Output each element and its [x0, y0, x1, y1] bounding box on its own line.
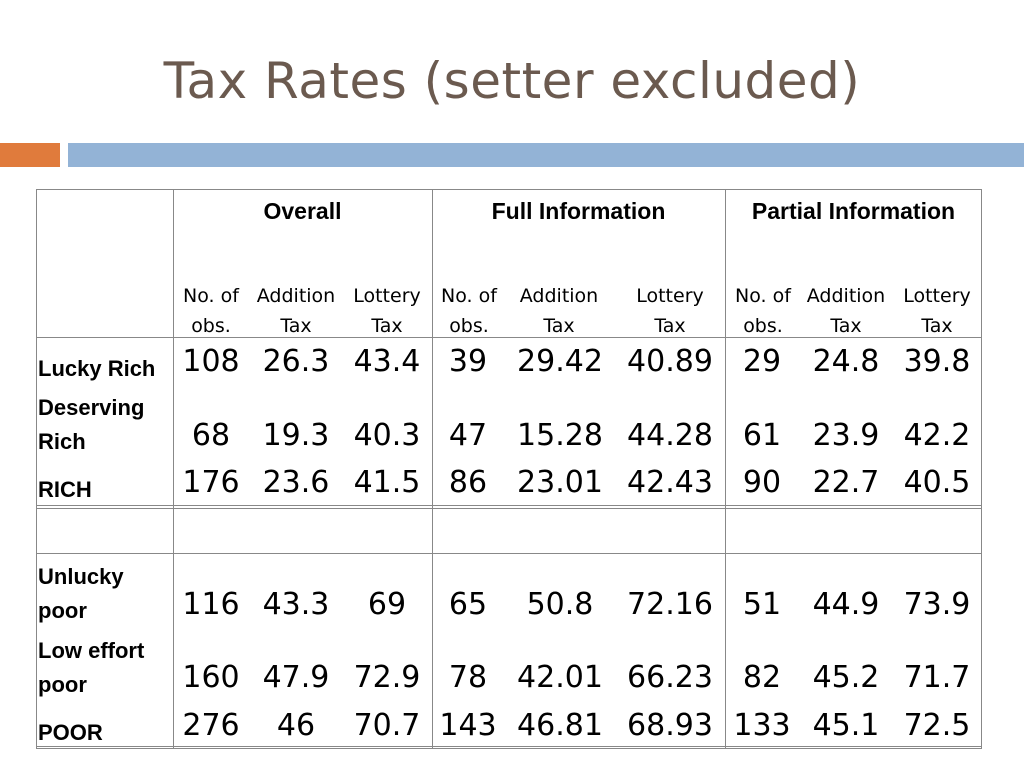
grid-line	[36, 508, 982, 509]
subheader-full-lottery: Lottery Tax	[636, 285, 704, 337]
subheader-overall-obs: No. of obs.	[183, 285, 239, 337]
table-cell: 72.9	[353, 660, 421, 695]
table-cell: 46.81	[517, 708, 603, 743]
table-cell: 65	[448, 587, 488, 622]
subheader-partial-addition: Addition Tax	[806, 285, 886, 337]
grid-line	[36, 746, 982, 747]
table-cell: 116	[182, 587, 240, 622]
table-cell: 68	[191, 418, 231, 453]
table-cell: 24.8	[812, 344, 880, 379]
row-label-poor-cont: poor	[38, 598, 87, 623]
row-label-poor-cont: poor	[38, 672, 87, 697]
table-cell: 42.43	[627, 465, 713, 500]
table-cell: 72.5	[903, 708, 971, 743]
table-cell: 68.93	[627, 708, 713, 743]
grid-line	[725, 189, 726, 749]
row-label-lucky-rich: Lucky Rich	[38, 356, 156, 381]
table-cell: 45.2	[812, 660, 880, 695]
table-cell: 66.23	[627, 660, 713, 695]
row-label-poor: POOR	[38, 720, 103, 745]
group-header-overall: Overall	[263, 198, 342, 224]
table-cell: 23.9	[812, 418, 880, 453]
table-cell: 23.01	[517, 465, 603, 500]
table-cell: 40.3	[353, 418, 421, 453]
table-cell: 40.89	[627, 344, 713, 379]
grid-line	[173, 189, 174, 749]
table-cell: 143	[439, 708, 497, 743]
grid-line	[36, 553, 982, 554]
table-cell: 39.8	[903, 344, 971, 379]
table-cell: 29	[742, 344, 782, 379]
table-cell: 43.4	[353, 344, 421, 379]
table-cell: 15.28	[517, 418, 603, 453]
table-cell: 70.7	[353, 708, 421, 743]
table-cell: 46	[276, 708, 316, 743]
table-cell: 69	[367, 587, 407, 622]
table-cell: 82	[742, 660, 782, 695]
table-cell: 47.9	[262, 660, 330, 695]
table-cell: 41.5	[353, 465, 421, 500]
row-label-unlucky: Unlucky	[38, 564, 124, 589]
table-cell: 90	[742, 465, 782, 500]
table-cell: 44.28	[627, 418, 713, 453]
subheader-overall-addition: Addition Tax	[256, 285, 336, 337]
table-cell: 276	[182, 708, 240, 743]
table-cell: 160	[182, 660, 240, 695]
slide-title: Tax Rates (setter excluded)	[163, 52, 861, 110]
table-cell: 23.6	[262, 465, 330, 500]
table-cell: 29.42	[517, 344, 603, 379]
subheader-full-addition: Addition Tax	[519, 285, 599, 337]
table-cell: 44.9	[812, 587, 880, 622]
table-cell: 73.9	[903, 587, 971, 622]
accent-bar-orange	[0, 143, 60, 167]
grid-line	[36, 337, 982, 338]
table-cell: 133	[733, 708, 791, 743]
grid-line	[432, 189, 433, 749]
table-cell: 71.7	[903, 660, 971, 695]
table-cell: 176	[182, 465, 240, 500]
group-header-full-information: Full Information	[491, 198, 666, 224]
table-cell: 19.3	[262, 418, 330, 453]
table-cell: 40.5	[903, 465, 971, 500]
table-cell: 50.8	[526, 587, 594, 622]
grid-line	[36, 505, 982, 506]
row-label-deserving: Deserving	[38, 395, 145, 420]
table-cell: 72.16	[627, 587, 713, 622]
table-cell: 43.3	[262, 587, 330, 622]
table-cell: 39	[448, 344, 488, 379]
table-cell: 61	[742, 418, 782, 453]
table-cell: 26.3	[262, 344, 330, 379]
row-label-rich-cont: Rich	[38, 429, 86, 454]
subheader-partial-lottery: Lottery Tax	[903, 285, 971, 337]
table-cell: 108	[182, 344, 240, 379]
table-cell: 47	[448, 418, 488, 453]
table-cell: 42.01	[517, 660, 603, 695]
subheader-overall-lottery: Lottery Tax	[353, 285, 421, 337]
subheader-full-obs: No. of obs.	[441, 285, 497, 337]
table-cell: 78	[448, 660, 488, 695]
table-cell: 86	[448, 465, 488, 500]
table-cell: 22.7	[812, 465, 880, 500]
row-label-low-effort: Low effort	[38, 638, 145, 663]
row-label-rich: RICH	[38, 477, 92, 502]
group-header-partial-information: Partial Information	[751, 198, 956, 224]
table-cell: 42.2	[903, 418, 971, 453]
table-cell: 45.1	[812, 708, 880, 743]
subheader-partial-obs: No. of obs.	[735, 285, 791, 337]
table-cell: 51	[742, 587, 782, 622]
accent-bar-blue	[68, 143, 1024, 167]
table-frame	[36, 189, 982, 749]
